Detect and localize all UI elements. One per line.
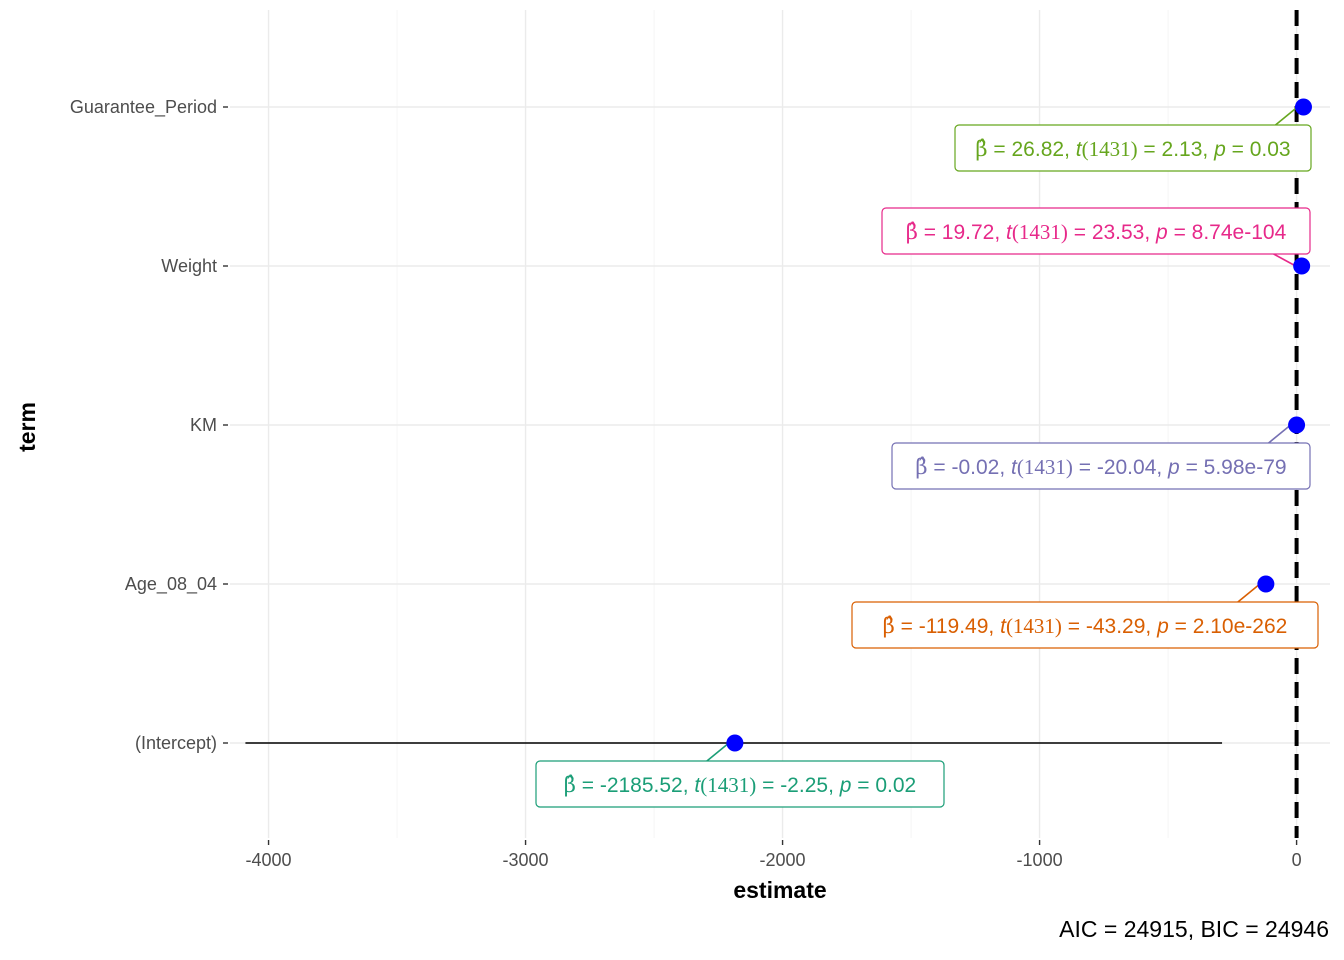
label-leader-lines [706, 106, 1298, 762]
y-tick-label: (Intercept) [135, 733, 217, 753]
x-tick-label: -3000 [503, 850, 549, 870]
estimate-label-text: β̂ = 19.72, t(1431) = 23.53, p = 8.74e-1… [906, 220, 1287, 244]
y-tick-label: Weight [161, 256, 217, 276]
x-tick-label: -1000 [1017, 850, 1063, 870]
estimate-point [1294, 98, 1312, 116]
leader-line [1237, 583, 1261, 603]
estimate-label-text: β̂ = -119.49, t(1431) = -43.29, p = 2.10… [883, 614, 1288, 638]
estimate-label-box [535, 760, 945, 808]
x-axis: -4000 -3000 -2000 -1000 0 [246, 840, 1302, 870]
estimate-point [1293, 257, 1311, 275]
estimate-label-text: β̂ = -0.02, t(1431) = -20.04, p = 5.98e-… [915, 455, 1286, 479]
leader-line [1274, 106, 1298, 126]
estimate-label-text: β̂ = 26.82, t(1431) = 2.13, p = 0.03 [975, 137, 1290, 161]
estimate-label: β̂ = -119.49, t(1431) = -43.29, p = 2.10… [851, 601, 1319, 649]
estimate-point [1288, 416, 1306, 434]
estimate-labels: β̂ = -2185.52, t(1431) = -2.25, p = 0.02… [535, 124, 1319, 808]
estimate-label-box [881, 207, 1311, 255]
y-axis-title: term [14, 402, 40, 452]
leader-line [1268, 424, 1292, 444]
estimate-label: β̂ = -0.02, t(1431) = -20.04, p = 5.98e-… [891, 442, 1311, 490]
estimate-label-box [851, 601, 1319, 649]
estimate-point [726, 734, 744, 752]
estimate-label: β̂ = -2185.52, t(1431) = -2.25, p = 0.02 [535, 760, 945, 808]
y-tick-label: Guarantee_Period [70, 97, 217, 118]
leader-line [706, 742, 730, 762]
estimate-label-text: β̂ = -2185.52, t(1431) = -2.25, p = 0.02 [564, 773, 916, 797]
leader-line [1273, 253, 1297, 267]
estimate-label: β̂ = 19.72, t(1431) = 23.53, p = 8.74e-1… [881, 207, 1311, 255]
x-axis-title: estimate [733, 877, 826, 903]
y-tick-label: Age_08_04 [125, 574, 217, 595]
model-fit-caption: AIC = 24915, BIC = 24946 [1059, 916, 1329, 942]
y-tick-label: KM [190, 415, 217, 435]
estimate-label-box [954, 124, 1312, 172]
x-tick-label: 0 [1292, 850, 1302, 870]
estimate-label-box [891, 442, 1311, 490]
y-axis: (Intercept) Age_08_04 KM Weight Guarantee_Pe… [70, 97, 228, 753]
x-tick-label: -2000 [760, 850, 806, 870]
estimate-point [1257, 575, 1275, 593]
x-tick-label: -4000 [246, 850, 292, 870]
estimate-points [726, 98, 1312, 752]
estimate-label: β̂ = 26.82, t(1431) = 2.13, p = 0.03 [954, 124, 1312, 172]
